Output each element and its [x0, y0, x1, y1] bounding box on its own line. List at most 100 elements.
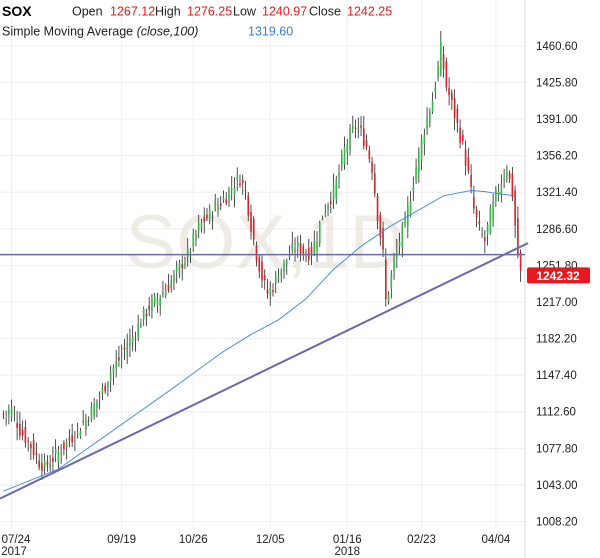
candle-body: [112, 367, 115, 374]
candle-body: [393, 258, 395, 271]
candle-body: [283, 261, 285, 272]
candle-body: [134, 338, 137, 340]
last-price-tag-value: 1242.32: [536, 269, 580, 283]
candle-body: [178, 262, 181, 274]
candle-body: [426, 117, 428, 130]
candle-body: [387, 294, 390, 302]
candle-body: [376, 196, 379, 222]
y-tick-label: 1356.20: [536, 151, 578, 163]
candle-body: [316, 241, 318, 251]
candle-body: [164, 289, 167, 296]
candle-body: [60, 453, 62, 455]
close-value: 1242.25: [347, 5, 392, 19]
candle-body: [462, 134, 464, 142]
candle-body: [269, 288, 272, 295]
candle-body: [41, 463, 43, 472]
candle-body: [445, 61, 448, 88]
candle-body: [263, 275, 266, 280]
x-tick-label: 10/26: [179, 534, 208, 546]
candle-body: [437, 65, 439, 78]
candle-body: [173, 274, 175, 282]
candle-body: [332, 184, 335, 200]
y-tick-label: 1043.00: [536, 480, 578, 492]
high-label: High: [155, 5, 181, 19]
candle-body: [109, 373, 112, 381]
candle-body: [228, 189, 230, 202]
candle-body: [252, 218, 255, 240]
candle-body: [137, 323, 140, 338]
candle-body: [49, 464, 51, 469]
candle-body: [492, 200, 494, 222]
candle-body: [398, 242, 401, 247]
candle-body: [475, 208, 478, 217]
candle-body: [153, 295, 156, 304]
y-axis: 1460.60 1425.80 1391.00 1356.20 1321.40 1286.…: [536, 41, 578, 529]
candle-body: [118, 357, 120, 361]
candle-body: [357, 128, 360, 130]
candle-body: [230, 188, 233, 190]
candle-body: [241, 179, 244, 183]
low-value: 1240.97: [262, 5, 307, 19]
candle-body: [43, 460, 46, 467]
y-tick-label: 1391.00: [536, 114, 578, 126]
candle-body: [200, 222, 203, 230]
candle-body: [129, 338, 131, 347]
candle-body: [145, 313, 148, 317]
candle-body: [82, 421, 84, 423]
x-tick-label: 01/16: [333, 534, 362, 546]
x-tick-year: 2018: [334, 546, 360, 558]
candle-body: [415, 167, 417, 182]
candle-body: [280, 270, 283, 276]
candle-body: [429, 111, 431, 124]
candle-body: [156, 299, 159, 306]
candle-body: [508, 172, 511, 179]
candle-body: [506, 171, 508, 178]
candle-body: [346, 144, 349, 154]
candle-body: [107, 383, 109, 388]
candle-body: [162, 292, 164, 295]
candle-body: [19, 424, 21, 436]
x-tick-year: 2017: [1, 546, 27, 558]
candle-body: [409, 201, 412, 214]
candle-body: [294, 249, 296, 253]
candle-body: [423, 135, 426, 144]
candle-body: [148, 305, 151, 311]
candles: [2, 30, 522, 480]
y-tick-label: 1460.60: [536, 41, 578, 53]
high-value: 1276.25: [187, 5, 232, 19]
candle-body: [167, 284, 170, 291]
candle-body: [448, 87, 450, 96]
x-tick-label: 04/04: [481, 534, 510, 546]
candle-body: [120, 354, 123, 357]
candle-body: [302, 246, 305, 254]
candle-body: [467, 157, 470, 171]
candle-body: [8, 409, 10, 415]
candle-body: [368, 150, 371, 159]
candle-body: [46, 462, 49, 466]
candle-body: [340, 154, 343, 167]
candle-body: [219, 203, 222, 206]
candle-body: [104, 385, 106, 392]
candle-body: [456, 108, 459, 123]
candle-body: [305, 256, 307, 258]
candle-body: [140, 324, 142, 326]
candle-body: [123, 347, 126, 350]
last-price-tag: 1242.32: [527, 267, 590, 284]
trend-line[interactable]: [0, 242, 529, 500]
close-label: Close: [309, 5, 341, 19]
candle-body: [170, 280, 173, 289]
candle-body: [21, 429, 24, 436]
candle-body: [459, 127, 461, 143]
candle-body: [98, 396, 101, 398]
y-tick-label: 1286.60: [536, 224, 578, 236]
y-tick-label: 1077.80: [536, 443, 578, 455]
last-price-tag-bg: [527, 267, 590, 284]
sma-value: 1319.60: [248, 25, 293, 39]
candle-body: [186, 248, 189, 258]
candle-body: [142, 308, 145, 320]
candle-body: [126, 345, 129, 357]
candle-body: [288, 255, 291, 257]
candle-body: [30, 444, 32, 449]
candle-body: [321, 217, 324, 219]
